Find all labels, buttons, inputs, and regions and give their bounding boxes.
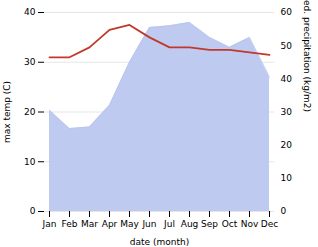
svg-text:max temp (C): max temp (C) [2,81,12,143]
svg-text:Jul: Jul [163,219,175,229]
svg-text:med. precipitation (kg/m2): med. precipitation (kg/m2) [302,0,312,112]
svg-text:0: 0 [30,206,36,216]
svg-text:Jun: Jun [141,219,156,229]
svg-text:Aug: Aug [181,219,199,229]
svg-text:Oct: Oct [222,219,238,229]
svg-text:20: 20 [24,107,36,117]
svg-text:10: 10 [281,173,293,183]
svg-text:50: 50 [281,41,293,51]
svg-text:Mar: Mar [81,219,98,229]
svg-text:May: May [120,219,139,229]
svg-text:Dec: Dec [261,219,278,229]
svg-text:30: 30 [24,57,36,67]
svg-text:30: 30 [281,107,293,117]
svg-text:10: 10 [24,157,36,167]
svg-text:date (month): date (month) [130,237,189,247]
svg-text:Feb: Feb [62,219,78,229]
svg-text:60: 60 [281,7,293,17]
svg-text:Apr: Apr [102,219,118,229]
svg-text:20: 20 [281,140,293,150]
svg-text:0: 0 [281,206,287,216]
svg-text:Nov: Nov [241,219,259,229]
svg-text:40: 40 [24,7,36,17]
svg-text:Sep: Sep [201,219,218,229]
svg-text:Jan: Jan [42,219,57,229]
svg-text:40: 40 [281,74,293,84]
